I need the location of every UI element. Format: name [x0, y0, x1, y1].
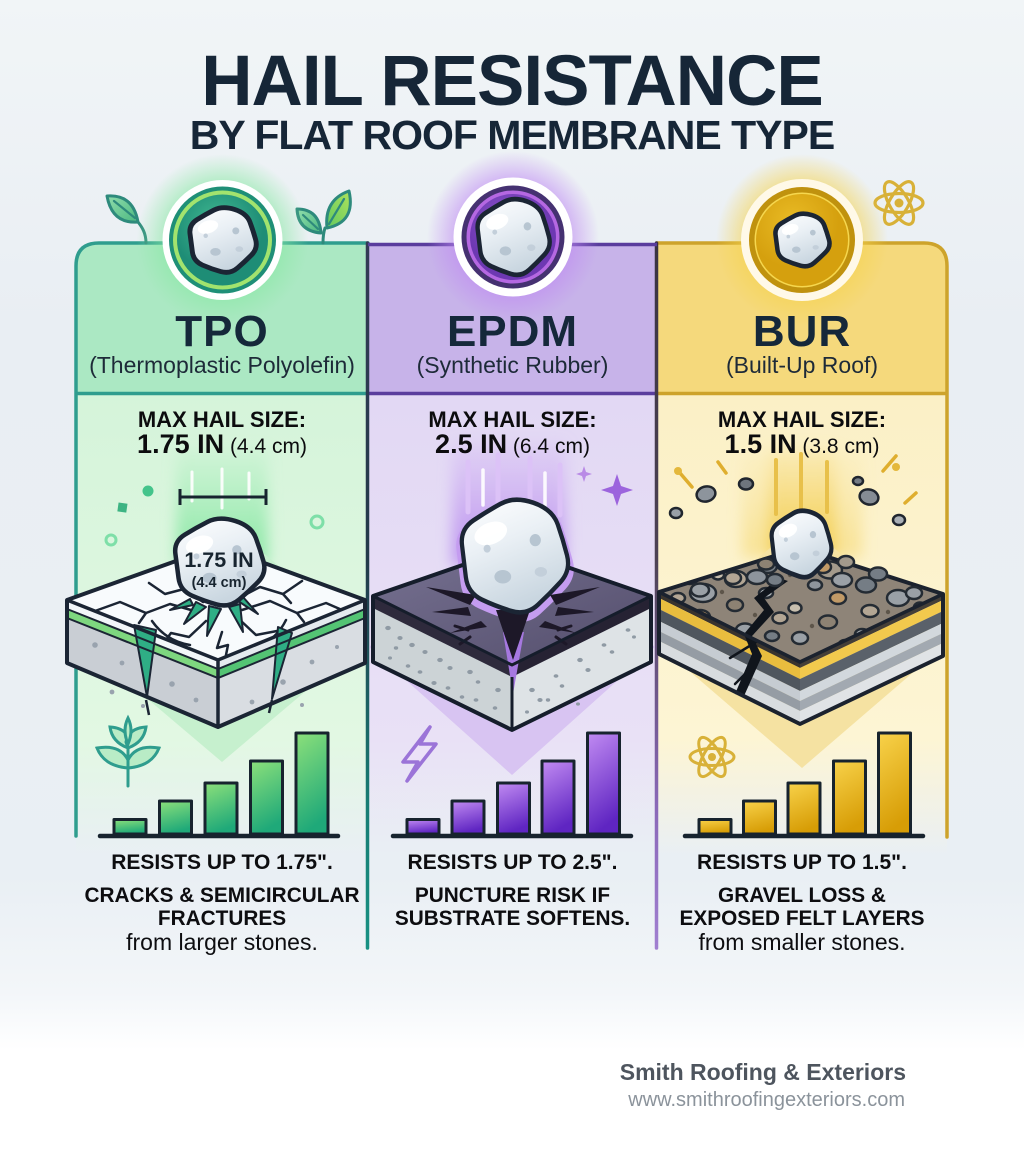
svg-text:(4.4 cm): (4.4 cm) [192, 575, 247, 591]
svg-text:1.75 IN: 1.75 IN [184, 548, 253, 572]
